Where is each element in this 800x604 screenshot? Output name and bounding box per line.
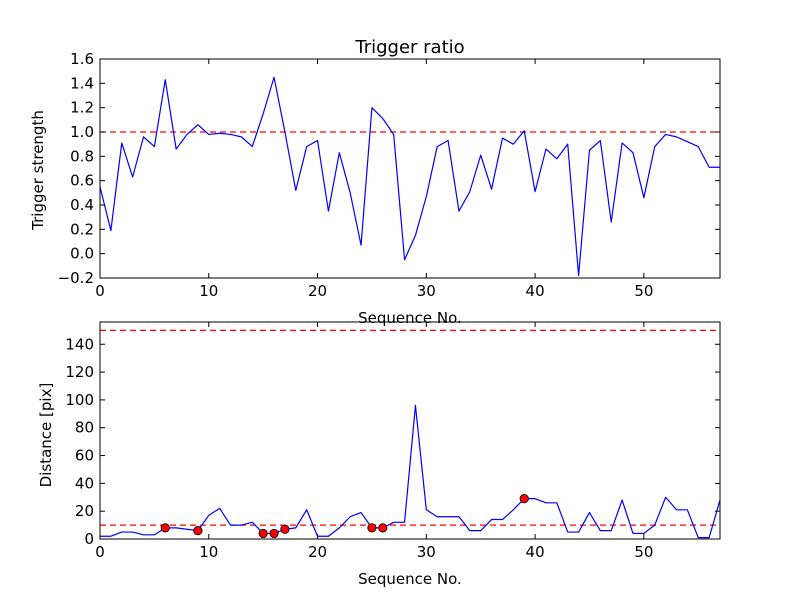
top-y-tick-label: 0.2 xyxy=(70,220,94,238)
top-y-tick-label: 1.2 xyxy=(70,99,94,117)
top-chart-title: Trigger ratio xyxy=(354,37,464,58)
top-x-tick-label: 50 xyxy=(634,282,653,300)
bottom-x-tick-label: 40 xyxy=(526,543,545,561)
top-y-tick-label: 0.0 xyxy=(70,245,94,263)
top-x-tick-label: 20 xyxy=(308,282,327,300)
bottom-marker-point xyxy=(378,523,388,533)
top-y-tick-label: 1.4 xyxy=(70,74,94,92)
bottom-x-tick-label: 20 xyxy=(308,543,327,561)
top-x-tick-label: 10 xyxy=(199,282,218,300)
top-x-tick-label: 40 xyxy=(526,282,545,300)
top-y-tick-label: 0.4 xyxy=(70,196,94,214)
bottom-x-tick-label: 10 xyxy=(199,543,218,561)
top-axes-frame xyxy=(99,58,721,279)
bottom-y-tick-label: 120 xyxy=(65,363,94,381)
top-x-axis-label: Sequence No. xyxy=(358,309,462,327)
top-plot-area: 0 10 20 30 40 50 −0.2 0.0 0.2 0.4 0.6 0.8 1.0 1.2 1.4 1… xyxy=(58,50,721,300)
bottom-y-tick-label: 40 xyxy=(75,474,94,492)
bottom-plot-area: 0 10 20 30 40 50 0 20 40 60 80 100 120 140 xyxy=(65,321,721,561)
bottom-x-axis-label: Sequence No. xyxy=(358,570,462,588)
top-y-tick-label: 1.6 xyxy=(70,50,94,68)
bottom-marker-point xyxy=(258,528,268,539)
bottom-x-tick-label: 0 xyxy=(95,543,105,561)
bottom-marker-point xyxy=(269,528,279,539)
top-x-tick-label: 0 xyxy=(95,282,105,300)
top-series-line xyxy=(100,76,720,277)
bottom-marker-point xyxy=(280,524,290,534)
bottom-marker-point xyxy=(519,494,529,504)
bottom-y-tick-label: 140 xyxy=(65,335,94,353)
bottom-y-axis-label: Distance [pix] xyxy=(37,383,55,488)
top-y-tick-label: 0.8 xyxy=(70,147,94,165)
bottom-y-tick-label: 80 xyxy=(75,419,94,437)
bottom-y-tick-label: 20 xyxy=(75,502,94,520)
bottom-marker-point xyxy=(367,523,377,533)
bottom-axes-frame xyxy=(99,321,721,540)
bottom-x-tick-label: 30 xyxy=(417,543,436,561)
top-y-tick-label: 1.0 xyxy=(70,123,94,141)
bottom-y-tick-label: 60 xyxy=(75,447,94,465)
top-y-axis-label: Trigger strength xyxy=(29,110,47,231)
top-y-tick-label: 0.6 xyxy=(70,172,94,190)
top-y-tick-label: −0.2 xyxy=(58,269,94,287)
bottom-y-tick-label: 100 xyxy=(65,391,94,409)
bottom-series-line xyxy=(100,404,720,539)
bottom-x-tick-label: 50 xyxy=(634,543,653,561)
bottom-marker-point xyxy=(193,526,203,536)
bottom-marker-point xyxy=(160,523,170,533)
top-x-tick-label: 30 xyxy=(417,282,436,300)
bottom-y-tick-label: 0 xyxy=(84,530,94,548)
